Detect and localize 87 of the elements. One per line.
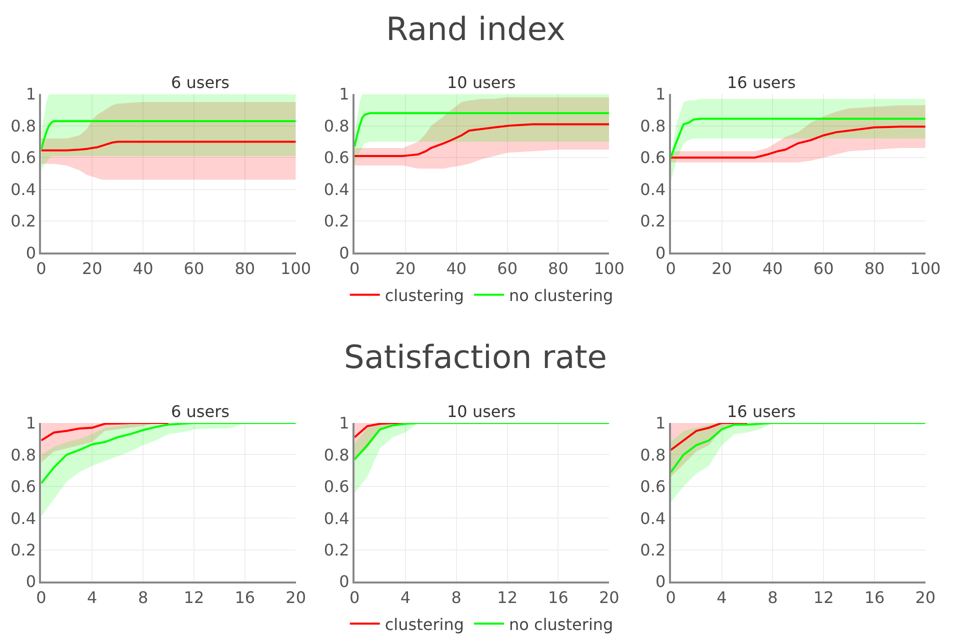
x-tick-label: 20 bbox=[598, 588, 620, 607]
y-tick-label: 0 bbox=[26, 243, 36, 262]
x-tick-label: 16 bbox=[234, 588, 256, 607]
y-tick-label: 0.4 bbox=[640, 508, 666, 528]
y-tick-label: 0.2 bbox=[640, 212, 666, 231]
x-tick-label: 20 bbox=[395, 258, 416, 278]
y-tick-label: 1 bbox=[339, 414, 350, 433]
x-tick-label: 4 bbox=[716, 588, 727, 607]
y-tick-label: 0.2 bbox=[324, 212, 350, 231]
legend-label: clustering bbox=[384, 286, 464, 306]
x-tick-label: 100 bbox=[910, 258, 941, 278]
x-tick-label: 20 bbox=[286, 588, 306, 607]
chart-title: 16 users bbox=[727, 73, 796, 92]
y-tick-label: 0 bbox=[655, 572, 666, 592]
line-series bbox=[354, 123, 610, 157]
line-series bbox=[670, 118, 926, 159]
chart-title: 10 users bbox=[447, 73, 516, 92]
x-tick-label: 12 bbox=[497, 588, 518, 607]
y-tick-label: 0 bbox=[26, 572, 36, 592]
y-tick-label: 0.6 bbox=[640, 148, 666, 168]
y-tick-label: 0.4 bbox=[10, 508, 36, 528]
x-tick-label: 80 bbox=[548, 258, 568, 278]
x-tick-label: 4 bbox=[87, 588, 98, 607]
line-series bbox=[41, 422, 296, 484]
y-tick-label: 0.2 bbox=[10, 212, 36, 231]
line-series bbox=[41, 422, 170, 442]
y-tick-label: 0.8 bbox=[324, 116, 350, 136]
x-tick-label: 4 bbox=[400, 588, 411, 607]
y-tick-label: 0.6 bbox=[10, 477, 36, 496]
line-series bbox=[670, 126, 926, 159]
line-series bbox=[41, 120, 296, 151]
text: Rand index bbox=[386, 10, 566, 48]
y-tick-label: 0 bbox=[655, 243, 666, 262]
chart-title: 6 users bbox=[171, 402, 230, 421]
x-tick-label: 16 bbox=[548, 588, 568, 607]
y-tick-label: 0.6 bbox=[640, 477, 666, 496]
x-tick-label: 8 bbox=[451, 588, 462, 607]
x-tick-label: 60 bbox=[813, 258, 834, 278]
chart-title: 16 users bbox=[727, 402, 796, 421]
line-series bbox=[354, 112, 610, 148]
x-tick-label: 12 bbox=[184, 588, 204, 607]
y-tick-label: 0.2 bbox=[10, 540, 36, 560]
legend-label: clustering bbox=[384, 614, 464, 634]
y-tick-label: 0.8 bbox=[640, 445, 666, 464]
x-tick-label: 80 bbox=[234, 258, 256, 278]
chart-title: 10 users bbox=[447, 402, 516, 421]
y-tick-label: 0.8 bbox=[324, 445, 350, 464]
x-tick-label: 20 bbox=[915, 588, 936, 607]
x-tick-label: 100 bbox=[594, 258, 624, 278]
y-tick-label: 0.2 bbox=[324, 540, 350, 560]
y-tick-label: 0.6 bbox=[324, 477, 350, 496]
x-tick-label: 20 bbox=[712, 258, 732, 278]
y-tick-label: 0.4 bbox=[324, 508, 350, 528]
line-series bbox=[41, 140, 296, 152]
x-tick-label: 8 bbox=[138, 588, 148, 607]
y-tick-label: 0.8 bbox=[10, 445, 36, 464]
y-tick-label: 1 bbox=[26, 414, 36, 433]
x-tick-label: 16 bbox=[864, 588, 885, 607]
x-tick-label: 40 bbox=[762, 258, 783, 278]
x-tick-label: 40 bbox=[132, 258, 154, 278]
y-tick-label: 0.6 bbox=[10, 148, 36, 168]
y-tick-label: 0.2 bbox=[640, 540, 666, 560]
legend-label: no clustering bbox=[509, 614, 614, 634]
y-tick-label: 0.6 bbox=[324, 148, 350, 168]
line-series bbox=[670, 422, 748, 451]
y-tick-label: 1 bbox=[655, 84, 666, 104]
x-tick-label: 40 bbox=[446, 258, 467, 278]
y-tick-label: 1 bbox=[26, 84, 36, 104]
y-tick-label: 1 bbox=[655, 414, 666, 433]
x-tick-label: 12 bbox=[813, 588, 834, 607]
x-tick-label: 60 bbox=[184, 258, 204, 278]
y-tick-label: 0.8 bbox=[640, 116, 666, 136]
chart-title: 6 users bbox=[171, 73, 230, 92]
x-tick-label: 80 bbox=[864, 258, 885, 278]
y-tick-label: 0 bbox=[339, 243, 350, 262]
text: Satisfaction rate bbox=[344, 338, 607, 376]
legend-label: no clustering bbox=[509, 286, 614, 306]
y-tick-label: 0.4 bbox=[324, 180, 350, 199]
y-tick-label: 0 bbox=[339, 572, 350, 592]
y-tick-label: 0.4 bbox=[640, 180, 666, 199]
x-tick-label: 20 bbox=[82, 258, 102, 278]
y-tick-label: 0.4 bbox=[10, 180, 36, 199]
x-tick-label: 100 bbox=[280, 258, 312, 278]
x-tick-label: 60 bbox=[497, 258, 518, 278]
y-tick-label: 0.8 bbox=[10, 116, 36, 136]
y-tick-label: 1 bbox=[339, 84, 350, 104]
x-tick-label: 8 bbox=[768, 588, 778, 607]
